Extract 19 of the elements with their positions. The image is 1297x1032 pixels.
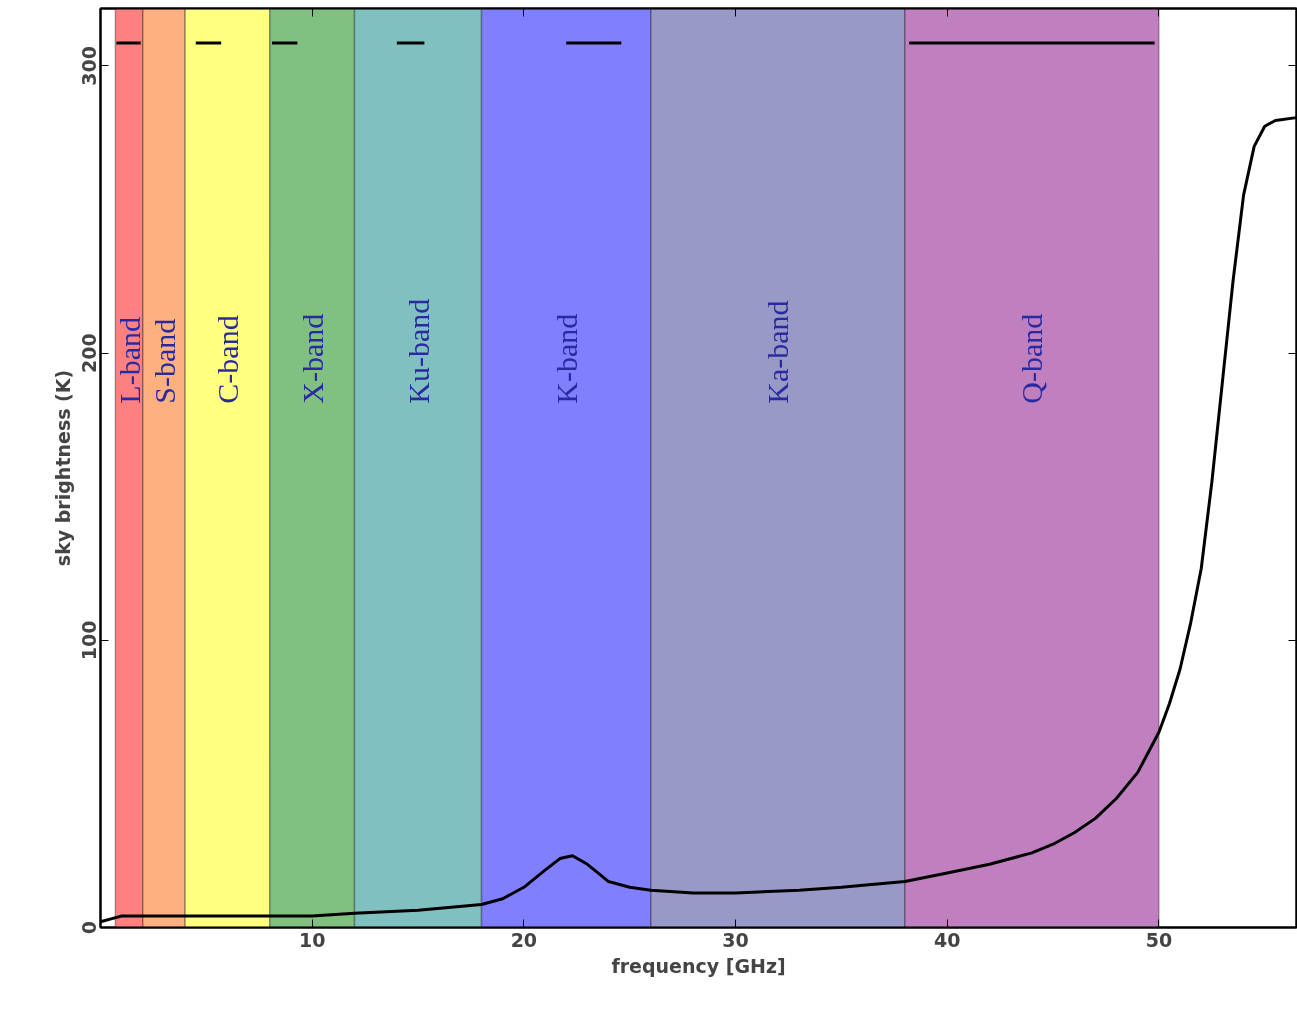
x-tick-label: 40 [934, 928, 961, 951]
x-tick-label: 20 [510, 928, 538, 951]
band-label: X-band [295, 313, 329, 404]
band-label: C-band [211, 315, 245, 404]
y-tick-label: 100 [77, 620, 100, 661]
x-tick-label: 10 [298, 928, 326, 951]
y-tick-label: 0 [77, 920, 100, 935]
band-label: Ku-band [401, 298, 435, 404]
band-label: Ka-band [761, 300, 795, 404]
band-label: K-band [549, 313, 583, 404]
band-label: Q-band [1015, 313, 1049, 404]
x-axis-title: frequency [GHz] [611, 954, 786, 977]
y-tick-label: 300 [77, 46, 100, 86]
band-label: L-band [112, 317, 146, 404]
x-tick-label: 30 [722, 928, 749, 951]
band-label: S-band [147, 318, 181, 404]
y-tick-label: 200 [77, 333, 100, 373]
x-tick-label: 50 [1145, 928, 1173, 951]
y-axis-title: sky brightness (K) [51, 369, 74, 567]
